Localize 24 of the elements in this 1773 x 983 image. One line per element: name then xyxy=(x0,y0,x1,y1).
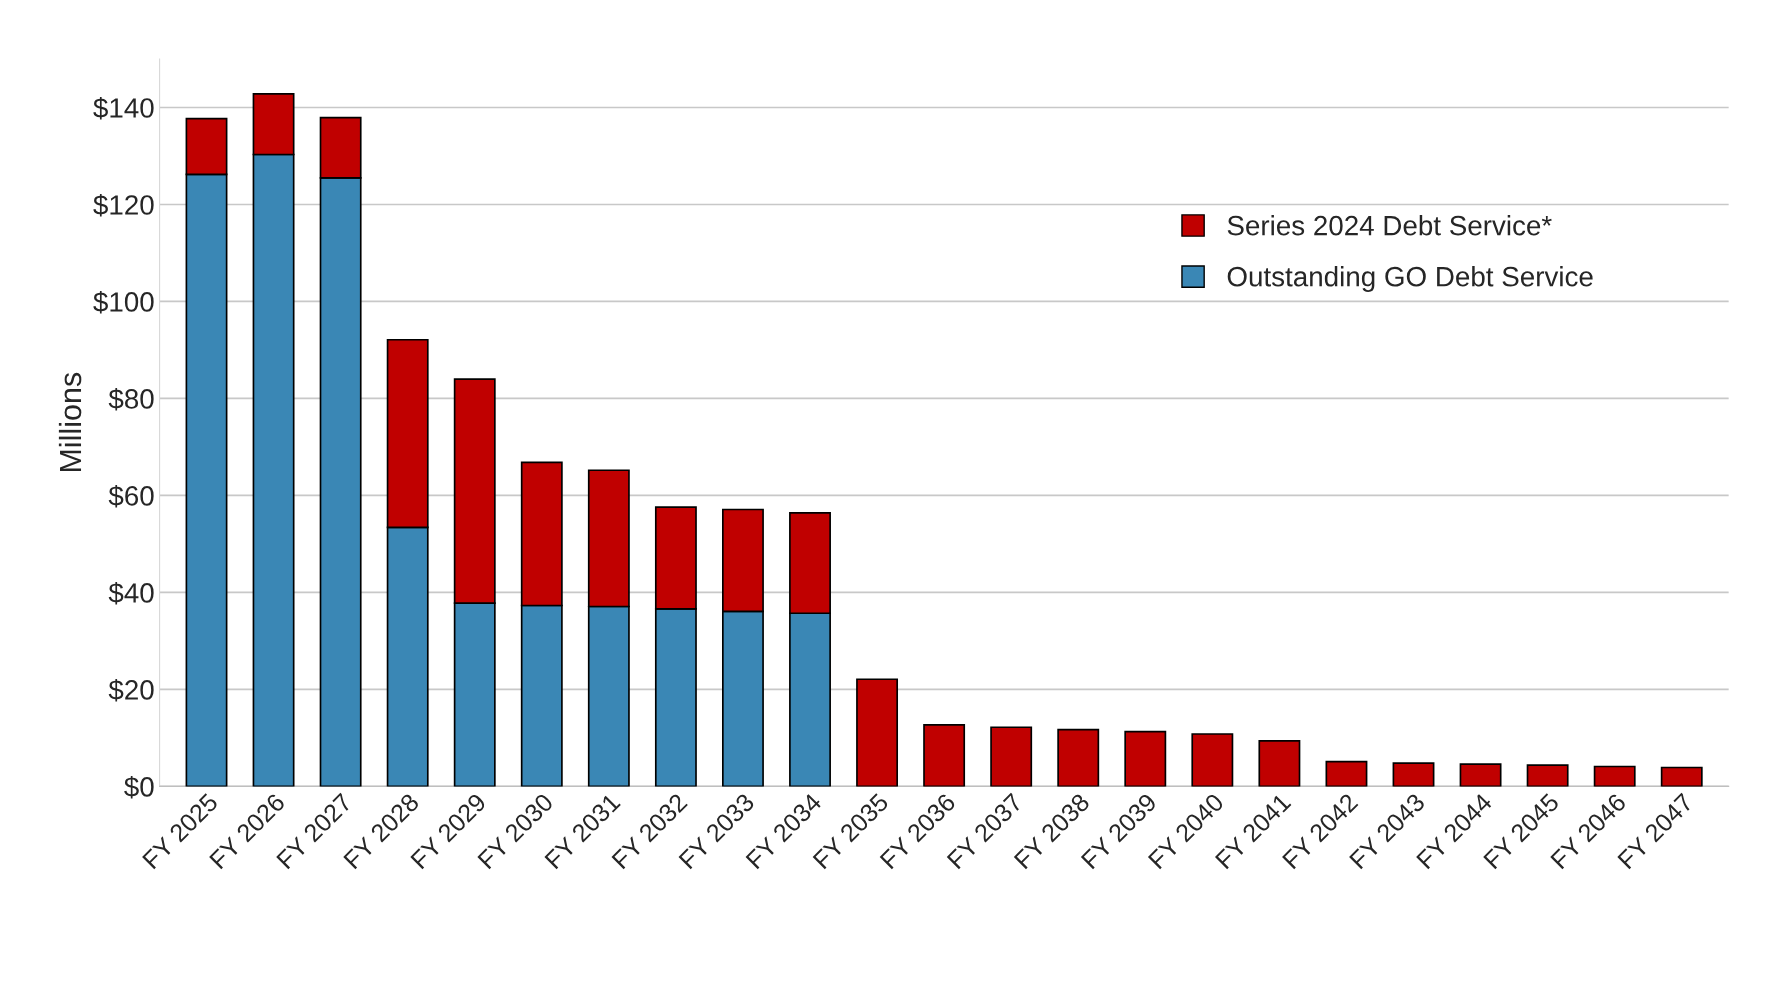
bar xyxy=(1459,763,1502,787)
bar xyxy=(1191,733,1234,787)
legend-label: Series 2024 Debt Service* xyxy=(1227,215,1552,236)
y-tick-label: $60 xyxy=(108,484,154,508)
bar xyxy=(1258,739,1301,787)
y-tick-label: $120 xyxy=(93,193,154,217)
bar xyxy=(1057,728,1100,787)
bar xyxy=(856,678,899,787)
y-tick-label: $0 xyxy=(124,775,154,799)
bar xyxy=(1660,766,1703,787)
bar xyxy=(990,726,1033,787)
bar xyxy=(1593,765,1636,787)
bar xyxy=(1325,760,1368,787)
y-tick-label: $100 xyxy=(93,290,154,314)
bar xyxy=(1124,730,1167,787)
y-tick-label: $80 xyxy=(108,387,154,411)
bar xyxy=(1526,764,1569,787)
y-axis-title: Millions xyxy=(58,372,82,472)
bar xyxy=(923,723,966,787)
y-tick-label: $20 xyxy=(108,678,154,702)
bar xyxy=(1392,762,1435,787)
legend-label: Outstanding GO Debt Service xyxy=(1227,266,1593,292)
y-tick-label: $140 xyxy=(93,96,154,120)
y-tick-label: $40 xyxy=(108,581,154,605)
